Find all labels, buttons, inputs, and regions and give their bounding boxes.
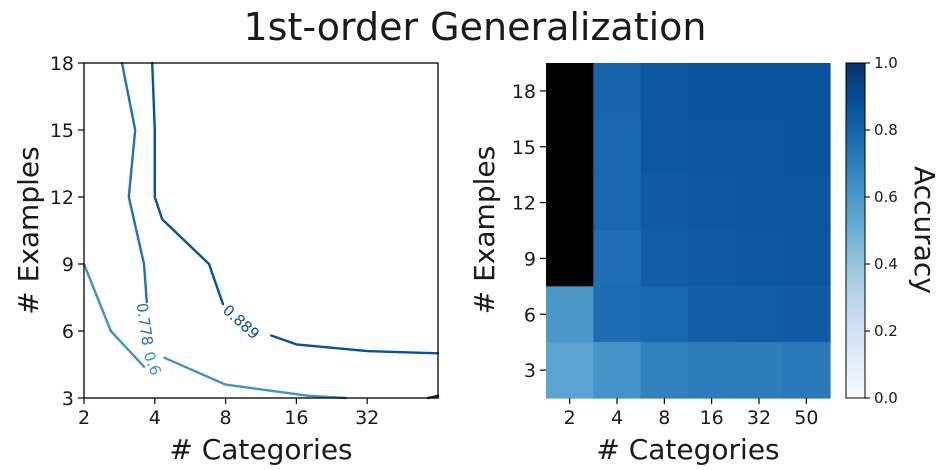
contour-x-tick-label: 16 — [284, 407, 308, 429]
heatmap-cell-r3-c3 — [688, 230, 736, 287]
figure-title: 1st-order Generalization — [243, 5, 706, 49]
colorbar-tick-label: 0.0 — [874, 389, 898, 407]
heatmap-cell-r1-c2 — [640, 118, 689, 176]
heatmap-cell-r0-c3 — [688, 63, 736, 120]
contour-x-tick-label: 2 — [78, 407, 90, 429]
colorbar: 0.0 0.2 0.4 0.6 0.8 1.0 Accuracy — [845, 54, 941, 407]
heatmap-x-ticks: 2 4 8 16 32 50 — [564, 398, 818, 429]
heatmap-cell-r1-c0 — [546, 118, 594, 176]
heatmap-cell-r5-c0 — [546, 342, 594, 399]
contour-x-tick-label: 32 — [355, 407, 379, 429]
heatmap-cell-r0-c2 — [640, 63, 689, 120]
heatmap-y-tick-label: 15 — [512, 137, 536, 159]
colorbar-tick-label: 0.4 — [874, 255, 898, 273]
heatmap-cell-r2-c0 — [546, 174, 594, 232]
heatmap-cell-r3-c5 — [782, 230, 831, 287]
colorbar-tick-label: 0.8 — [874, 121, 898, 139]
heatmap-cell-r2-c4 — [735, 174, 784, 232]
heatmap-cell-r5-c3 — [688, 342, 736, 399]
contour-x-tick-label: 8 — [220, 407, 232, 429]
contour-labels: 0.60.778 0.889 — [133, 301, 263, 378]
heatmap-cell-r1-c1 — [593, 118, 642, 176]
heatmap-x-tick-label: 8 — [658, 407, 670, 429]
heatmap-cell-r5-c1 — [593, 342, 642, 399]
heatmap-panel: 2 4 8 16 32 50 18 15 12 9 6 3 # Categories # Examp… — [468, 63, 831, 466]
heatmap-cell-r1-c4 — [735, 118, 784, 176]
contour-x-ticks: 2 4 8 16 32 — [78, 398, 379, 429]
contour-line-0.778-seg-0 — [120, 61, 149, 304]
heatmap-cell-r4-c3 — [688, 286, 736, 343]
heatmap-cell-r2-c5 — [782, 174, 831, 232]
heatmap-cell-r0-c0 — [546, 63, 594, 120]
heatmap-cell-r4-c5 — [782, 286, 831, 343]
colorbar-tick-label: 1.0 — [874, 54, 898, 72]
heatmap-y-tick-label: 3 — [524, 360, 536, 382]
heatmap-y-tick-label: 9 — [524, 248, 536, 270]
contour-label-0.889: 0.889 — [219, 301, 263, 343]
contour-y-axis-label: # Examples — [12, 146, 45, 314]
heatmap-cell-r5-c4 — [735, 342, 784, 399]
heatmap-x-tick-label: 50 — [794, 407, 818, 429]
contour-y-tick-label: 9 — [62, 254, 74, 276]
heatmap-cell-r4-c4 — [735, 286, 784, 343]
heatmap-x-tick-label: 16 — [700, 407, 724, 429]
heatmap-cell-r2-c3 — [688, 174, 736, 232]
contour-x-axis-label: # Categories — [169, 433, 352, 466]
heatmap-cell-r2-c1 — [593, 174, 642, 232]
contour-label-0.778: 0.778 — [133, 302, 157, 347]
heatmap-cell-r4-c2 — [640, 286, 689, 343]
heatmap-cell-r4-c1 — [593, 286, 642, 343]
heatmap-cell-r5-c2 — [640, 342, 689, 399]
heatmap-y-axis-label: # Examples — [468, 146, 501, 314]
contour-lines — [82, 61, 440, 400]
heatmap-x-tick-label: 4 — [611, 407, 623, 429]
contour-line-0.667-seg-0 — [82, 262, 146, 368]
heatmap-cells — [546, 63, 831, 399]
heatmap-x-tick-label: 32 — [747, 407, 771, 429]
contour-line-0.889-seg-0 — [150, 61, 225, 306]
contour-line-0.667-seg-1 — [163, 356, 348, 400]
colorbar-label: Accuracy — [908, 166, 941, 294]
heatmap-cell-r0-c5 — [782, 63, 831, 120]
heatmap-cell-r2-c2 — [640, 174, 689, 232]
heatmap-y-ticks: 18 15 12 9 6 3 — [512, 81, 546, 382]
contour-line-0.889-seg-1 — [270, 334, 440, 355]
contour-y-tick-label: 18 — [50, 53, 74, 75]
heatmap-cell-r3-c4 — [735, 230, 784, 287]
colorbar-tick-label: 0.6 — [874, 188, 898, 206]
heatmap-cell-r3-c2 — [640, 230, 689, 287]
contour-y-tick-label: 15 — [50, 120, 74, 142]
contour-y-tick-label: 6 — [62, 321, 74, 343]
contour-panel: 0.60.778 0.889 2 4 8 16 32 3 6 9 12 15 18 # Catego… — [12, 53, 440, 466]
heatmap-cell-r4-c0 — [546, 286, 594, 343]
heatmap-y-tick-label: 18 — [512, 81, 536, 103]
heatmap-cell-r1-c5 — [782, 118, 831, 176]
contour-label-0.667: 0.6 — [140, 349, 165, 378]
heatmap-x-axis-label: # Categories — [596, 433, 779, 466]
heatmap-y-tick-label: 6 — [524, 304, 536, 326]
heatmap-cell-r5-c5 — [782, 342, 831, 399]
heatmap-x-tick-label: 2 — [564, 407, 576, 429]
contour-axes-frame — [83, 62, 439, 399]
contour-x-tick-label: 4 — [149, 407, 161, 429]
colorbar-ticks: 0.0 0.2 0.4 0.6 0.8 1.0 — [865, 54, 898, 407]
heatmap-y-tick-label: 12 — [512, 193, 536, 215]
heatmap-cell-r3-c1 — [593, 230, 642, 287]
contour-y-ticks: 3 6 9 12 15 18 — [50, 53, 84, 410]
heatmap-cell-r0-c1 — [593, 63, 642, 120]
heatmap-cell-r0-c4 — [735, 63, 784, 120]
contour-y-tick-label: 12 — [50, 187, 74, 209]
contour-y-tick-label: 3 — [62, 388, 74, 410]
heatmap-cell-r3-c0 — [546, 230, 594, 287]
colorbar-gradient — [845, 62, 866, 399]
heatmap-cell-r1-c3 — [688, 118, 736, 176]
colorbar-tick-label: 0.2 — [874, 322, 898, 340]
